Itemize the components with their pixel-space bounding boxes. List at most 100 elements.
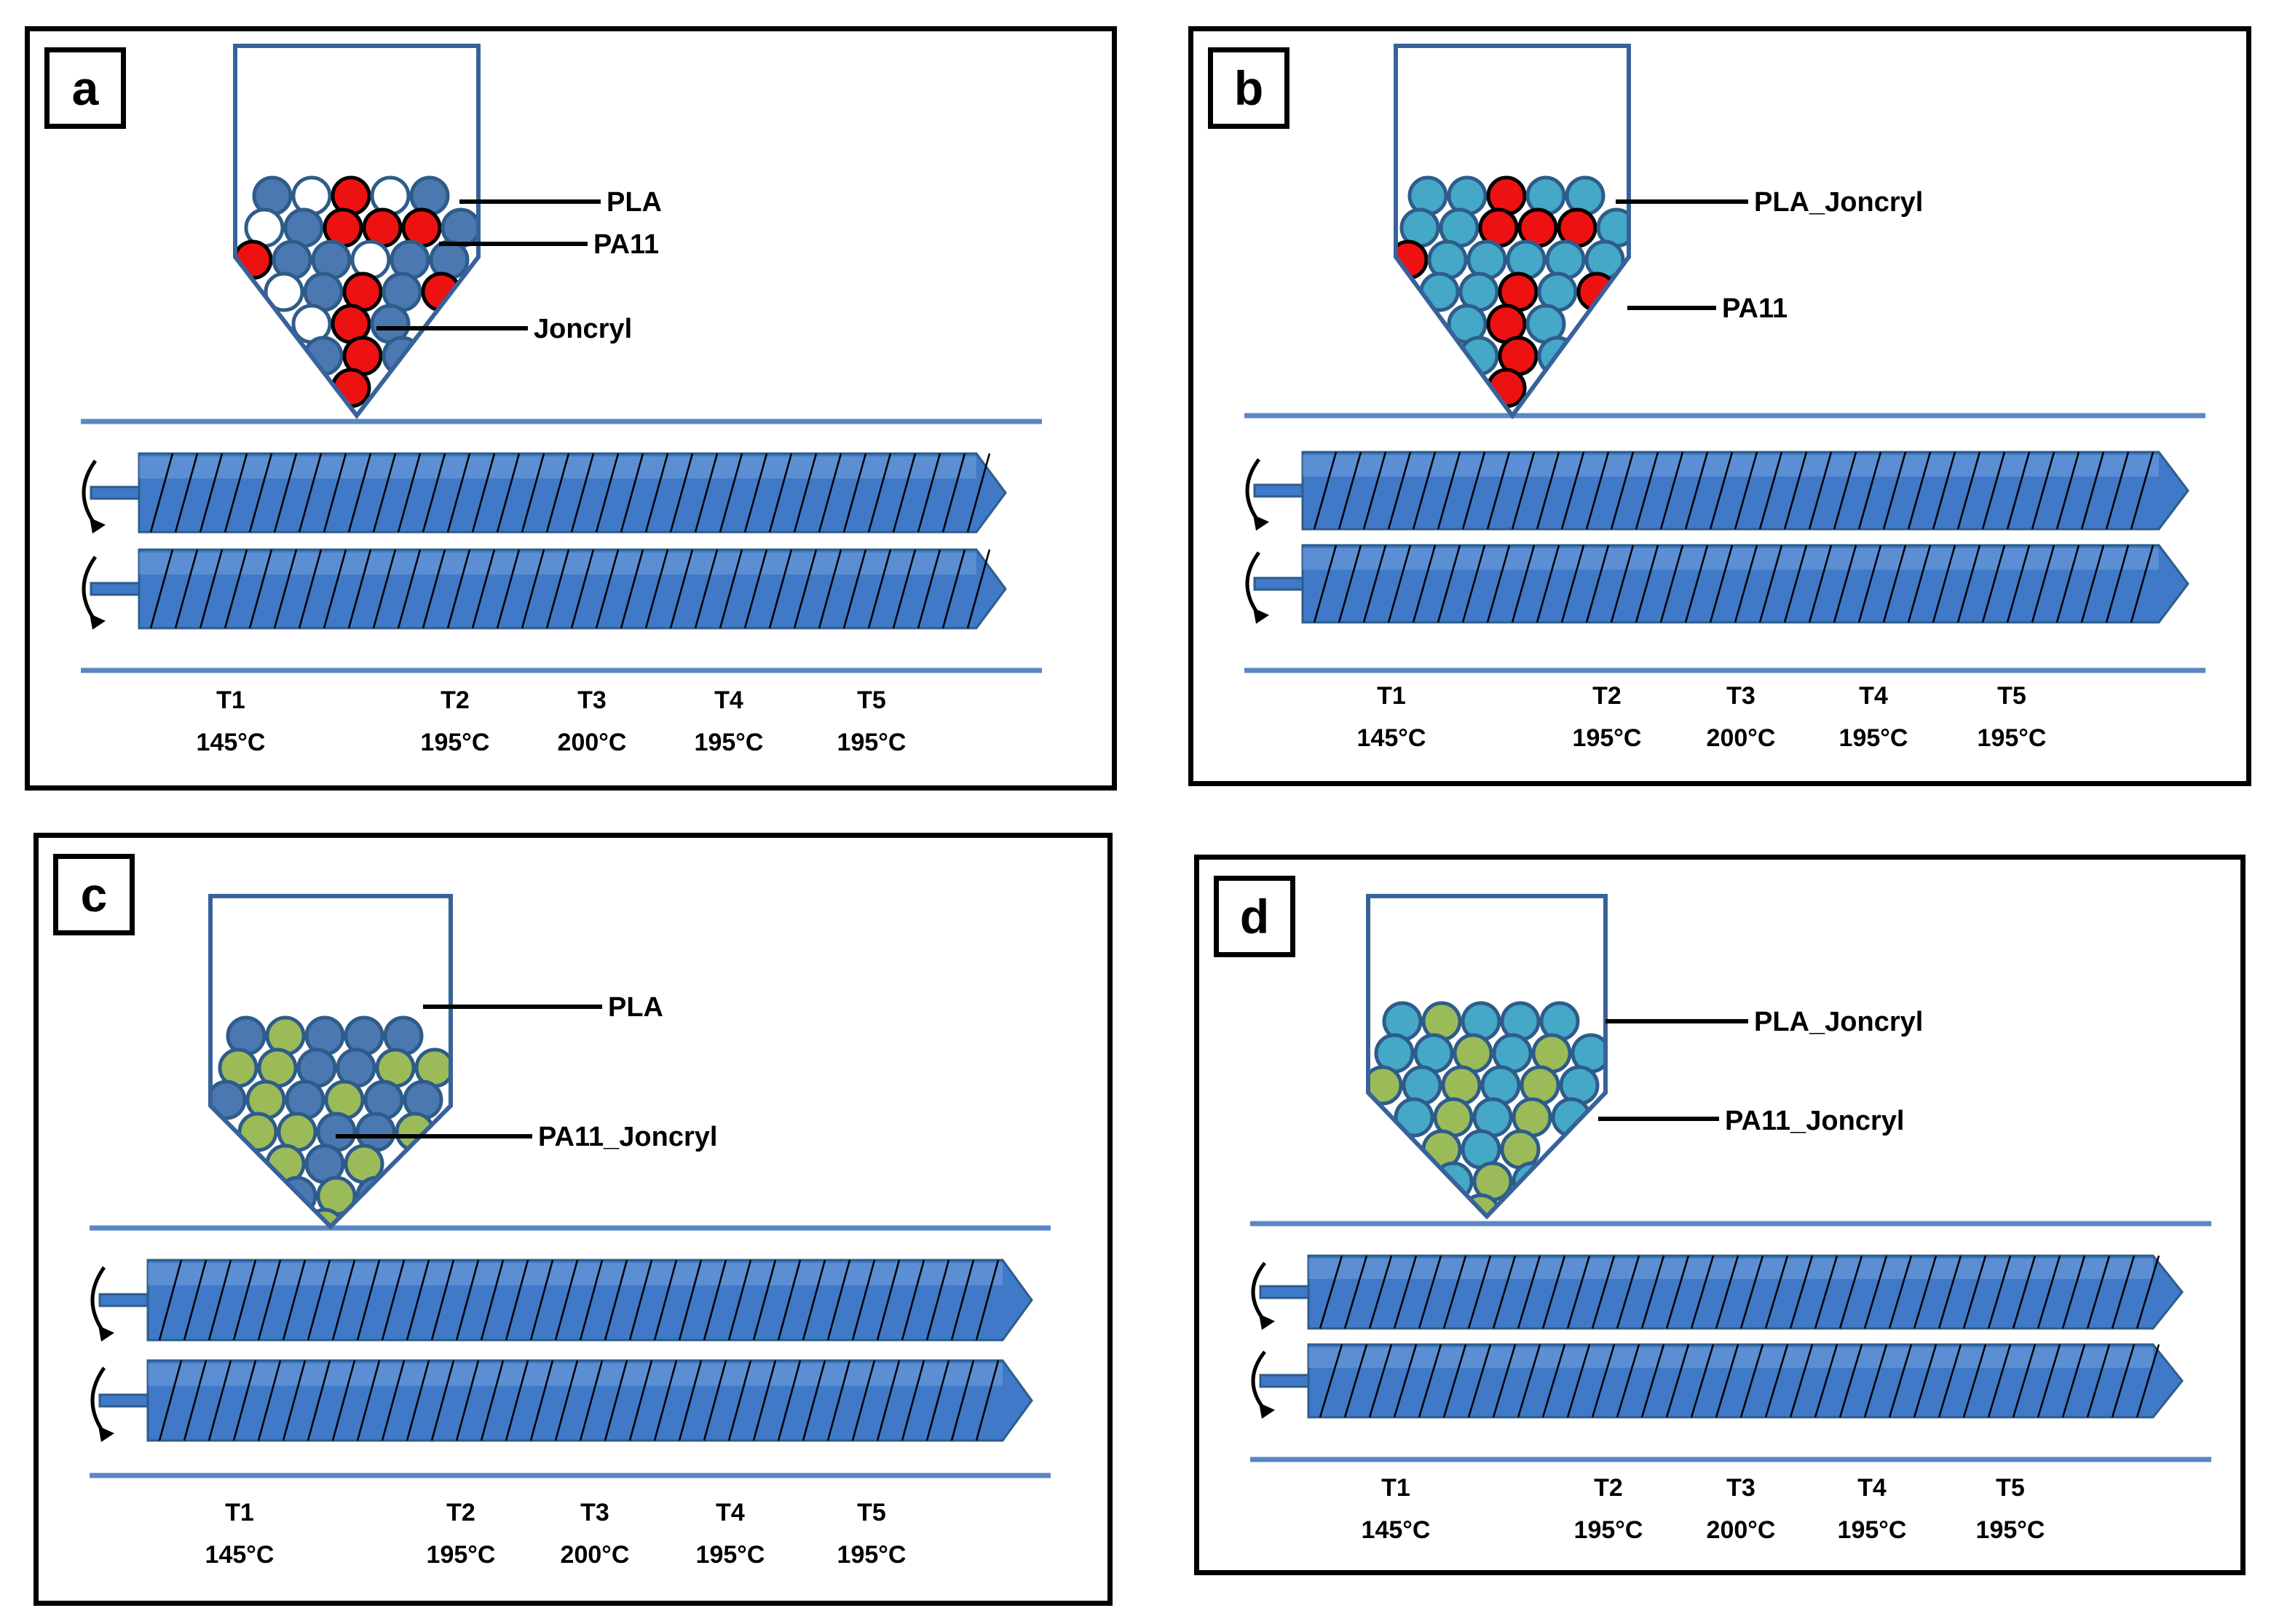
screw-flight	[1838, 1255, 1863, 1329]
label-pa11-joncryl: PA11_Joncryl	[538, 1122, 718, 1152]
screw-flight	[793, 453, 818, 533]
screw-flight	[966, 453, 991, 533]
screw-flight	[480, 1259, 505, 1341]
zone-t1: T1 145°C	[1323, 1476, 1469, 1542]
screw-flight	[1956, 544, 1981, 623]
screw-flight	[455, 1259, 480, 1341]
zone-t4: T4 195°C	[656, 688, 802, 755]
screw-flight	[1418, 1344, 1442, 1418]
screw-flight	[727, 1360, 752, 1441]
screw-flight	[1857, 451, 1882, 530]
screw-flight	[1616, 1255, 1640, 1329]
screw-body	[1307, 1254, 2184, 1330]
screw-flight	[1566, 1255, 1591, 1329]
zone-t3: T3 200°C	[1668, 684, 1814, 750]
screw-flight	[604, 1259, 628, 1341]
screw-flight	[422, 453, 446, 533]
zone-name: T5	[857, 1499, 886, 1526]
screw-flight	[545, 453, 570, 533]
label-joncryl: Joncryl	[534, 314, 633, 344]
zone-name: T2	[1592, 682, 1622, 710]
screw-flight	[1640, 1344, 1665, 1418]
screw-flight	[2105, 544, 2130, 623]
screw-flight	[1987, 1255, 2012, 1329]
screw-flight	[257, 1259, 282, 1341]
panel-letter-a: a	[44, 47, 126, 129]
screw-flight	[282, 1360, 307, 1441]
arrowhead-icon	[1253, 515, 1269, 531]
zone-t3: T3 200°C	[1668, 1476, 1814, 1542]
screw-flight	[1913, 1255, 1938, 1329]
screw-flight	[966, 549, 991, 629]
zone-name: T2	[446, 1499, 475, 1526]
panel-b-drawing	[1244, 44, 2205, 673]
screw-flight	[595, 453, 620, 533]
screw-flight	[595, 549, 620, 629]
screw-1	[1245, 451, 2189, 531]
screw-body	[1307, 1343, 2184, 1419]
label-pa11-joncryl: PA11_Joncryl	[1725, 1106, 1905, 1136]
screw-shaft	[98, 1293, 149, 1307]
screw-flight	[1486, 451, 1511, 530]
label-pla-joncryl: PLA_Joncryl	[1754, 1007, 1924, 1037]
screw-flight	[381, 1360, 406, 1441]
screw-flight	[1343, 1255, 1368, 1329]
screw-flight	[2136, 1344, 2160, 1418]
arrowhead-icon	[98, 1326, 114, 1342]
screw-flight	[669, 453, 694, 533]
panel-b: b PLA_Joncryl PA11 T1 145°C T2 195°C T3 200…	[1188, 26, 2251, 786]
screw-flight	[232, 1360, 257, 1441]
screw-flight	[818, 453, 842, 533]
screw-flight	[471, 549, 496, 629]
pellet-group	[210, 1015, 451, 1227]
screw-flight	[628, 1259, 653, 1341]
screw-flight	[1313, 451, 1338, 530]
screw-flight	[2012, 1255, 2037, 1329]
screw-flight	[446, 549, 471, 629]
screw-flight	[406, 1360, 430, 1441]
screw-flight	[1442, 1344, 1467, 1418]
screw-flight	[273, 453, 298, 533]
zone-temp: 195°C	[420, 729, 490, 756]
screw-flight	[2012, 1344, 2037, 1418]
screw-flight	[2080, 451, 2105, 530]
screw-2	[1251, 1343, 2184, 1419]
arrowhead-icon	[1259, 1403, 1275, 1419]
screw-flight	[174, 453, 199, 533]
screw-flight	[1442, 1255, 1467, 1329]
screw-flight	[1659, 544, 1684, 623]
screw-flight	[1393, 1344, 1418, 1418]
zone-temp: 200°C	[1706, 724, 1776, 752]
screw-flight	[1511, 451, 1536, 530]
screw-flight	[752, 1259, 777, 1341]
screw-flight	[455, 1360, 480, 1441]
zone-t1: T1 145°C	[158, 688, 304, 755]
screw-flight	[1690, 1255, 1715, 1329]
screw-flight	[1956, 451, 1981, 530]
zone-t2: T2 195°C	[388, 1500, 534, 1567]
screw-flight	[1313, 544, 1338, 623]
screw-flight	[694, 549, 719, 629]
zone-temp: 145°C	[1361, 1516, 1431, 1544]
screw-flight	[1591, 1344, 1616, 1418]
screw-flight	[397, 453, 422, 533]
screw-1	[82, 452, 1007, 534]
screw-flight	[158, 1360, 183, 1441]
screw-flight	[298, 453, 323, 533]
screw-flight	[1789, 1344, 1814, 1418]
zone-t5: T5 195°C	[1938, 1476, 2083, 1542]
screw-flight	[743, 453, 768, 533]
screw-flight	[1758, 451, 1783, 530]
screw-flight	[1492, 1344, 1517, 1418]
zone-temp: 195°C	[1838, 724, 1908, 752]
zone-name: T4	[1859, 682, 1888, 710]
screw-flight	[158, 1259, 183, 1341]
screw-body	[138, 452, 1007, 534]
screw-flight	[1437, 451, 1461, 530]
screw-flight	[570, 453, 595, 533]
screw-flight	[1863, 1344, 1888, 1418]
pellet-pa11-joncryl	[237, 1112, 278, 1152]
screw-flight	[1863, 1255, 1888, 1329]
screw-flight	[1783, 451, 1808, 530]
screw-flight	[1338, 544, 1362, 623]
